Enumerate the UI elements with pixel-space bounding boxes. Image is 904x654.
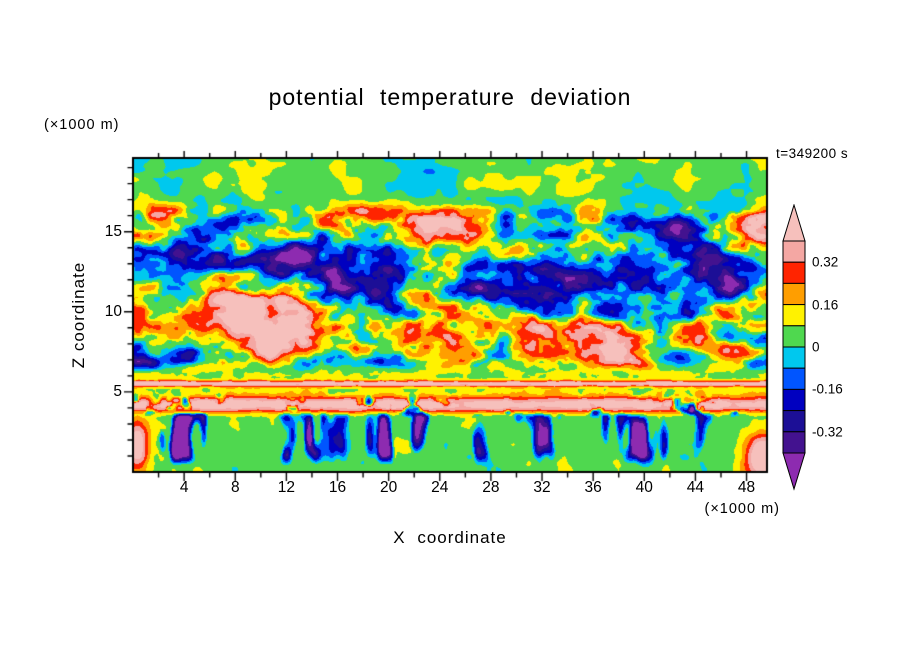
x-tick-label: 44 bbox=[686, 479, 705, 496]
x-axis-unit-label: (×1000 m) bbox=[704, 501, 780, 517]
colorbar-box bbox=[782, 282, 806, 306]
colorbar bbox=[782, 203, 806, 492]
z-axis-title: Z coordinate bbox=[69, 261, 88, 369]
x-tick-label: 48 bbox=[737, 479, 756, 496]
colorbar-arrow-top bbox=[782, 203, 806, 242]
colorbar-box bbox=[782, 261, 806, 284]
x-tick-label: 8 bbox=[230, 479, 240, 496]
colorbar-tick-label: 0 bbox=[812, 339, 820, 355]
colorbar-tick-label: -0.32 bbox=[812, 424, 843, 440]
x-tick-label: 24 bbox=[431, 479, 449, 496]
colorbar-box bbox=[782, 388, 806, 412]
colorbar-tick-label: 0.16 bbox=[812, 297, 839, 313]
x-tick-label: 12 bbox=[277, 479, 295, 496]
x-tick-label: 36 bbox=[584, 479, 602, 496]
colorbar-box bbox=[782, 240, 806, 263]
x-axis-title: X coordinate bbox=[393, 528, 507, 547]
z-tick-label: 10 bbox=[104, 302, 122, 320]
x-tick-label: 32 bbox=[533, 479, 551, 496]
colorbar-tick-label: -0.16 bbox=[812, 381, 843, 397]
colorbar-box bbox=[782, 304, 806, 327]
x-tick-label: 20 bbox=[380, 479, 398, 496]
x-tick-label: 40 bbox=[635, 479, 653, 496]
colorbar-box bbox=[782, 325, 806, 348]
chart-title: potential temperature deviation bbox=[268, 84, 632, 110]
colorbar-box bbox=[782, 431, 806, 454]
colorbar-arrow-bottom bbox=[782, 452, 806, 491]
z-axis-unit-label: (×1000 m) bbox=[44, 117, 120, 133]
colorbar-box bbox=[782, 367, 806, 390]
x-tick-label: 4 bbox=[179, 479, 189, 496]
x-tick-label: 28 bbox=[482, 479, 500, 496]
colorbar-box bbox=[782, 410, 806, 433]
z-tick-label: 15 bbox=[104, 222, 122, 240]
x-tick-label: 16 bbox=[328, 479, 347, 496]
colorbar-tick-label: 0.32 bbox=[812, 254, 839, 270]
colorbar-box bbox=[782, 346, 806, 369]
time-label: t=349200 s bbox=[776, 146, 849, 161]
z-tick-label: 5 bbox=[113, 382, 122, 400]
